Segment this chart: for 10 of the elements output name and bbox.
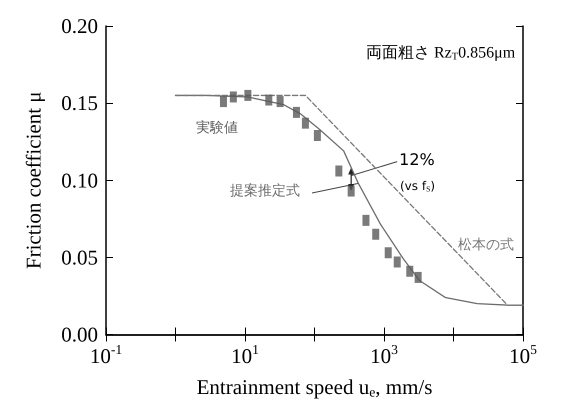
y-tick-label: 0.00 — [61, 322, 98, 346]
y-tick-label: 0.15 — [61, 91, 98, 116]
text: 提案推定式 — [230, 182, 300, 199]
y-axis-title: Friction coefficient μ — [22, 91, 46, 270]
y-tick-label: 0.10 — [61, 168, 98, 192]
series-label: 実験値 — [196, 120, 238, 136]
y-tick-label: 0.05 — [61, 245, 98, 270]
series-label: 松本の式 — [458, 237, 514, 253]
y-tick-label: 0.20 — [61, 14, 98, 38]
annotation: 12% — [399, 150, 435, 170]
